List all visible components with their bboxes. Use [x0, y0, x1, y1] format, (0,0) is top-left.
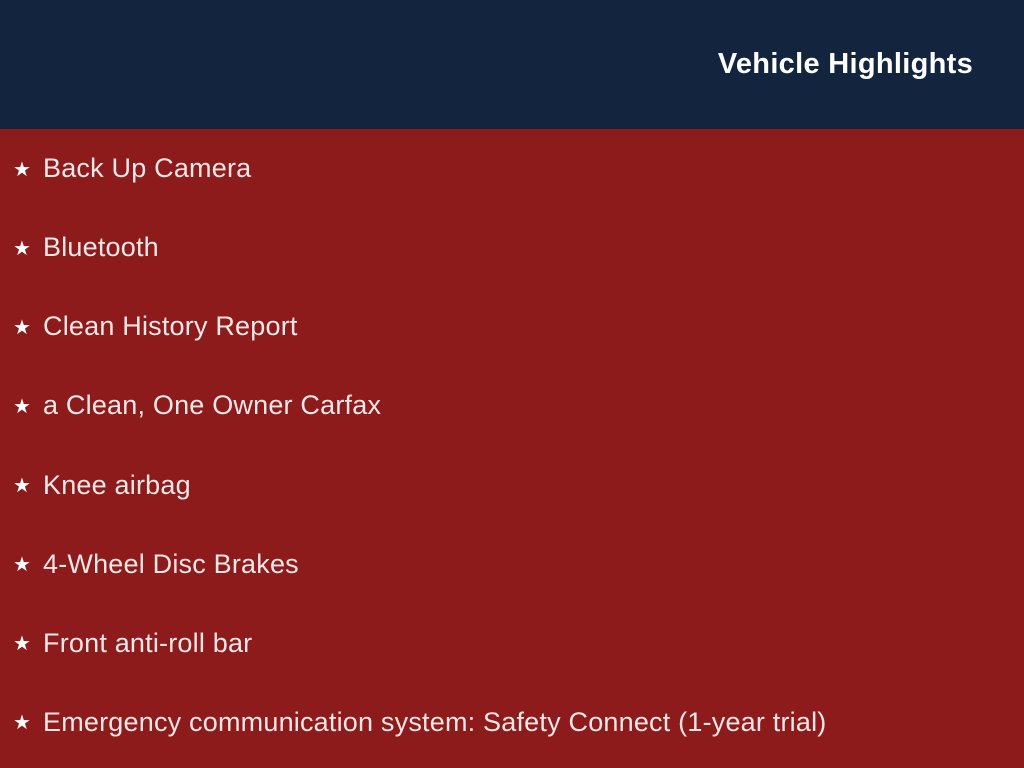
item-label: 4-Wheel Disc Brakes: [43, 548, 299, 579]
star-bullet-icon: ★: [13, 316, 31, 339]
item-label: Emergency communication system: Safety C…: [43, 706, 827, 737]
highlights-list: ★ Back Up Camera ★ Bluetooth ★ Clean His…: [0, 129, 1024, 768]
item-label: a Clean, One Owner Carfax: [43, 390, 382, 421]
item-label: Bluetooth: [43, 232, 159, 263]
item-label: Back Up Camera: [43, 153, 252, 184]
star-bullet-icon: ★: [13, 633, 31, 656]
page-title: Vehicle Highlights: [717, 48, 973, 80]
list-item: ★ Emergency communication system: Safety…: [13, 683, 1004, 762]
star-bullet-icon: ★: [13, 237, 31, 260]
star-bullet-icon: ★: [13, 158, 31, 181]
star-bullet-icon: ★: [13, 554, 31, 577]
item-label: Knee airbag: [43, 469, 191, 500]
slide-header: Vehicle Highlights: [0, 0, 1024, 129]
star-bullet-icon: ★: [13, 475, 31, 498]
item-label: Clean History Report: [43, 311, 298, 342]
list-item: ★ Bluetooth: [13, 208, 1004, 287]
list-item: ★ Clean History Report: [13, 287, 1004, 366]
star-bullet-icon: ★: [13, 395, 31, 418]
star-bullet-icon: ★: [13, 712, 31, 735]
list-item: ★ 4-Wheel Disc Brakes: [13, 525, 1004, 604]
list-item: ★ Back Up Camera: [13, 129, 1004, 208]
list-item: ★ a Clean, One Owner Carfax: [13, 366, 1004, 445]
item-label: Front anti-roll bar: [43, 627, 253, 658]
list-item: ★ Front anti-roll bar: [13, 604, 1004, 683]
list-item: ★ Knee airbag: [13, 446, 1004, 525]
